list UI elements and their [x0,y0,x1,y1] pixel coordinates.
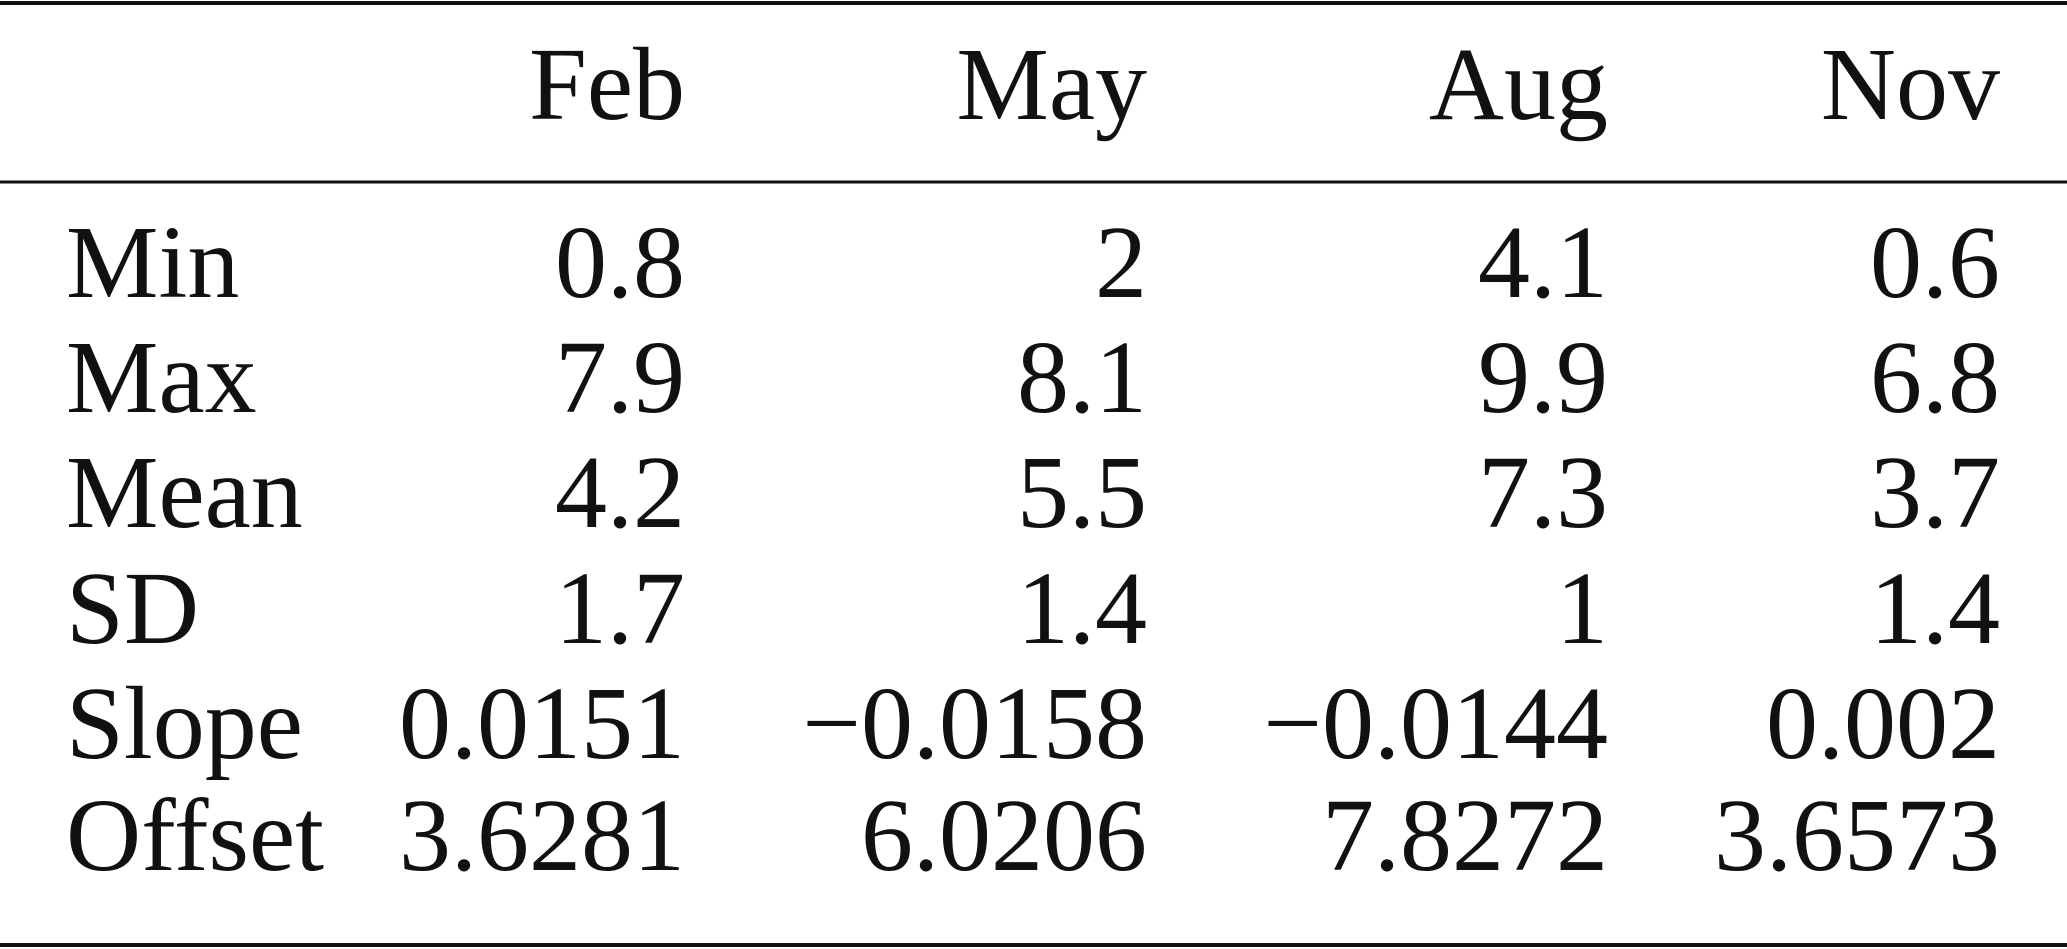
cell: −0.0158 [802,666,1147,781]
cell: 0.6 [1870,205,2000,320]
cell: 3.6281 [399,778,685,893]
row-label: Min [66,205,239,320]
cell: 8.1 [1017,320,1147,435]
cell: 0.8 [555,205,685,320]
column-header: Nov [1821,27,2000,142]
column-header: Feb [529,27,685,142]
cell: 4.2 [555,435,685,550]
row-label: SD [66,551,199,666]
cell: −0.0144 [1263,666,1608,781]
row-label: Slope [66,666,303,781]
cell: 5.5 [1017,435,1147,550]
cell: 2 [1095,205,1147,320]
cell: 1.7 [555,551,685,666]
row-label: Offset [66,778,324,893]
cell: 0.002 [1766,666,2000,781]
cell: 1 [1556,551,1608,666]
cell: 7.8272 [1322,778,1608,893]
cell: 3.7 [1870,435,2000,550]
cell: 6.8 [1870,320,2000,435]
cell: 1.4 [1870,551,2000,666]
cell: 0.0151 [399,666,685,781]
column-header: Aug [1429,27,1608,142]
row-label: Max [66,320,257,435]
cell: 3.6573 [1714,778,2000,893]
cell: 7.3 [1478,435,1608,550]
cell: 1.4 [1017,551,1147,666]
cell: 6.0206 [861,778,1147,893]
column-header: May [956,27,1147,142]
cell: 9.9 [1478,320,1608,435]
row-label: Mean [66,435,303,550]
cell: 4.1 [1478,205,1608,320]
cell: 7.9 [555,320,685,435]
